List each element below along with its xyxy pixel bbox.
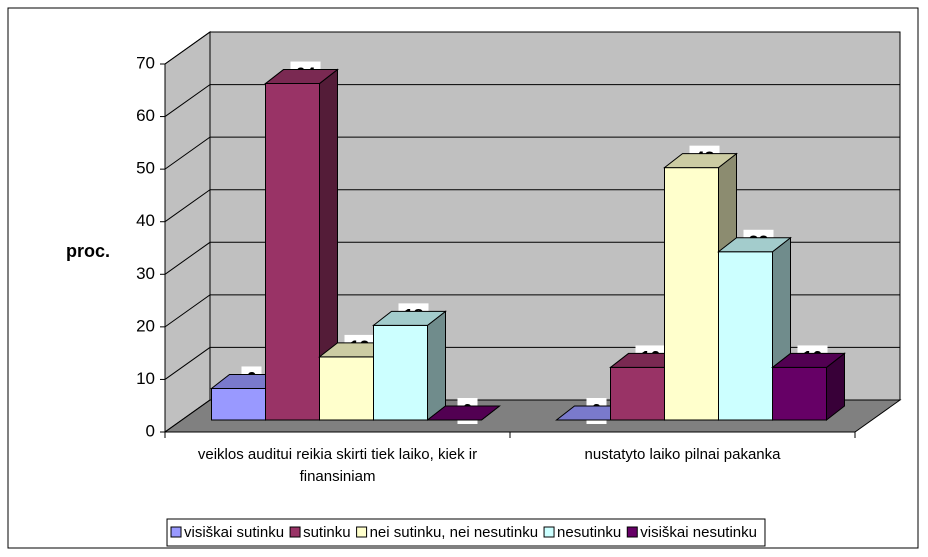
- bar: [372, 310, 447, 422]
- grid-line: [164, 136, 900, 170]
- bar-front: [610, 366, 665, 421]
- grid-line: [164, 31, 900, 65]
- y-tick-label: 0: [146, 421, 155, 440]
- legend-label: sutinku: [303, 524, 351, 541]
- bar-front: [319, 356, 374, 421]
- bar-top: [264, 69, 339, 85]
- legend-label: nei sutinku, nei nesutinku: [370, 524, 538, 541]
- bar-front: [718, 251, 773, 421]
- bar-top: [717, 237, 792, 253]
- legend-label: visiškai nesutinku: [640, 524, 757, 541]
- legend-box: [166, 518, 766, 547]
- bar-side: [427, 310, 446, 422]
- y-tick-label: 60: [136, 106, 155, 125]
- y-axis-label: proc.: [66, 241, 110, 261]
- y-tick-label: 40: [136, 211, 155, 230]
- y-tick-label: 50: [136, 159, 155, 178]
- bar: [426, 405, 501, 421]
- bar-top: [372, 310, 447, 326]
- y-tick-label: 10: [136, 369, 155, 388]
- bar-front: [265, 83, 320, 421]
- bar-front: [664, 167, 719, 421]
- y-tick-label: 20: [136, 316, 155, 335]
- legend: visiškai sutinku sutinku nei sutinku, nei …: [166, 518, 766, 547]
- legend-swatch: [289, 526, 301, 538]
- bar-top: [426, 405, 501, 421]
- side-wall: [164, 31, 211, 433]
- bar-front: [772, 366, 827, 421]
- legend-label: visiškai sutinku: [184, 524, 284, 541]
- legend-swatch: [356, 526, 368, 538]
- bar-front: [373, 324, 428, 421]
- bar-front: [211, 387, 266, 421]
- y-tick-label: 30: [136, 264, 155, 283]
- legend-swatch: [543, 526, 555, 538]
- grid-line: [164, 84, 900, 117]
- bar: [771, 352, 846, 422]
- bar-top: [771, 352, 846, 368]
- legend-swatch: [626, 526, 638, 538]
- legend-label: nesutinku: [557, 524, 621, 541]
- x-tick-label: nustatyto laiko pilnai pakanka: [584, 446, 781, 463]
- bar-top: [663, 153, 738, 169]
- legend-swatch: [170, 526, 182, 538]
- bar: [264, 68, 339, 422]
- x-tick-label: veiklos auditui reikia skirti tiek laiko…: [197, 446, 478, 485]
- y-tick-label: 70: [136, 53, 155, 72]
